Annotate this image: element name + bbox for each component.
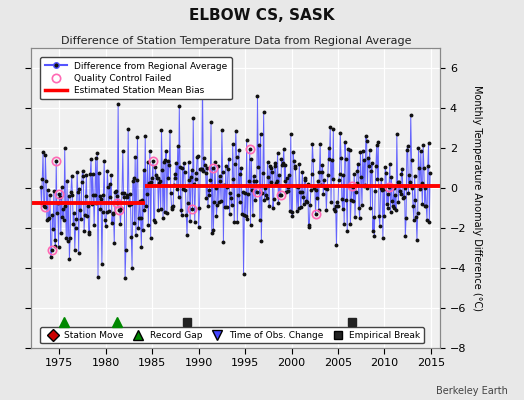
Text: ELBOW CS, SASK: ELBOW CS, SASK — [189, 8, 335, 23]
Text: Berkeley Earth: Berkeley Earth — [436, 386, 508, 396]
Title: Difference of Station Temperature Data from Regional Average: Difference of Station Temperature Data f… — [61, 36, 411, 46]
Y-axis label: Monthly Temperature Anomaly Difference (°C): Monthly Temperature Anomaly Difference (… — [472, 85, 482, 311]
Legend: Station Move, Record Gap, Time of Obs. Change, Empirical Break: Station Move, Record Gap, Time of Obs. C… — [40, 327, 424, 344]
